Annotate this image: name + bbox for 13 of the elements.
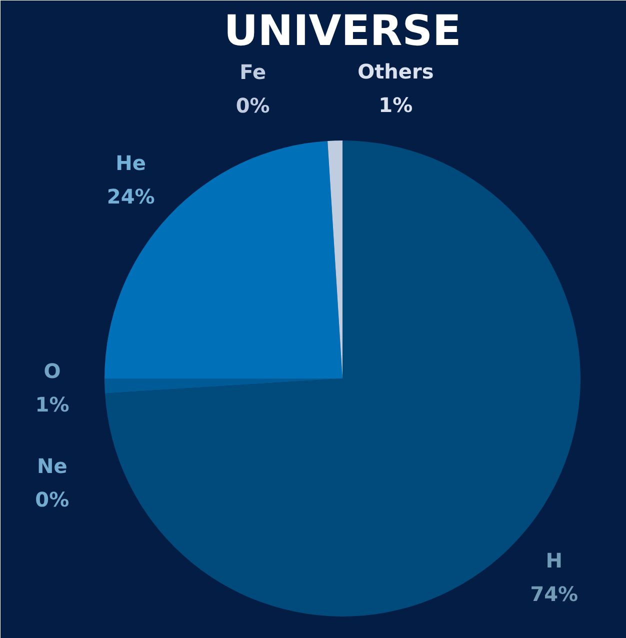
text: 0% bbox=[35, 488, 70, 512]
text: 0% bbox=[236, 94, 270, 118]
slice-label: He bbox=[116, 150, 146, 175]
data-label: 1% bbox=[35, 392, 70, 416]
chart-title: UNIVERSE bbox=[224, 6, 462, 55]
category-label: Fe bbox=[240, 60, 266, 84]
category-label: Ne bbox=[36, 454, 68, 478]
data-label: 74% bbox=[530, 582, 578, 606]
data-label: 24% bbox=[106, 184, 155, 209]
slice-label: Others bbox=[358, 59, 434, 84]
slice-label: O bbox=[44, 358, 61, 383]
data-label: 1% bbox=[378, 93, 413, 118]
slice-label: H bbox=[546, 548, 563, 572]
